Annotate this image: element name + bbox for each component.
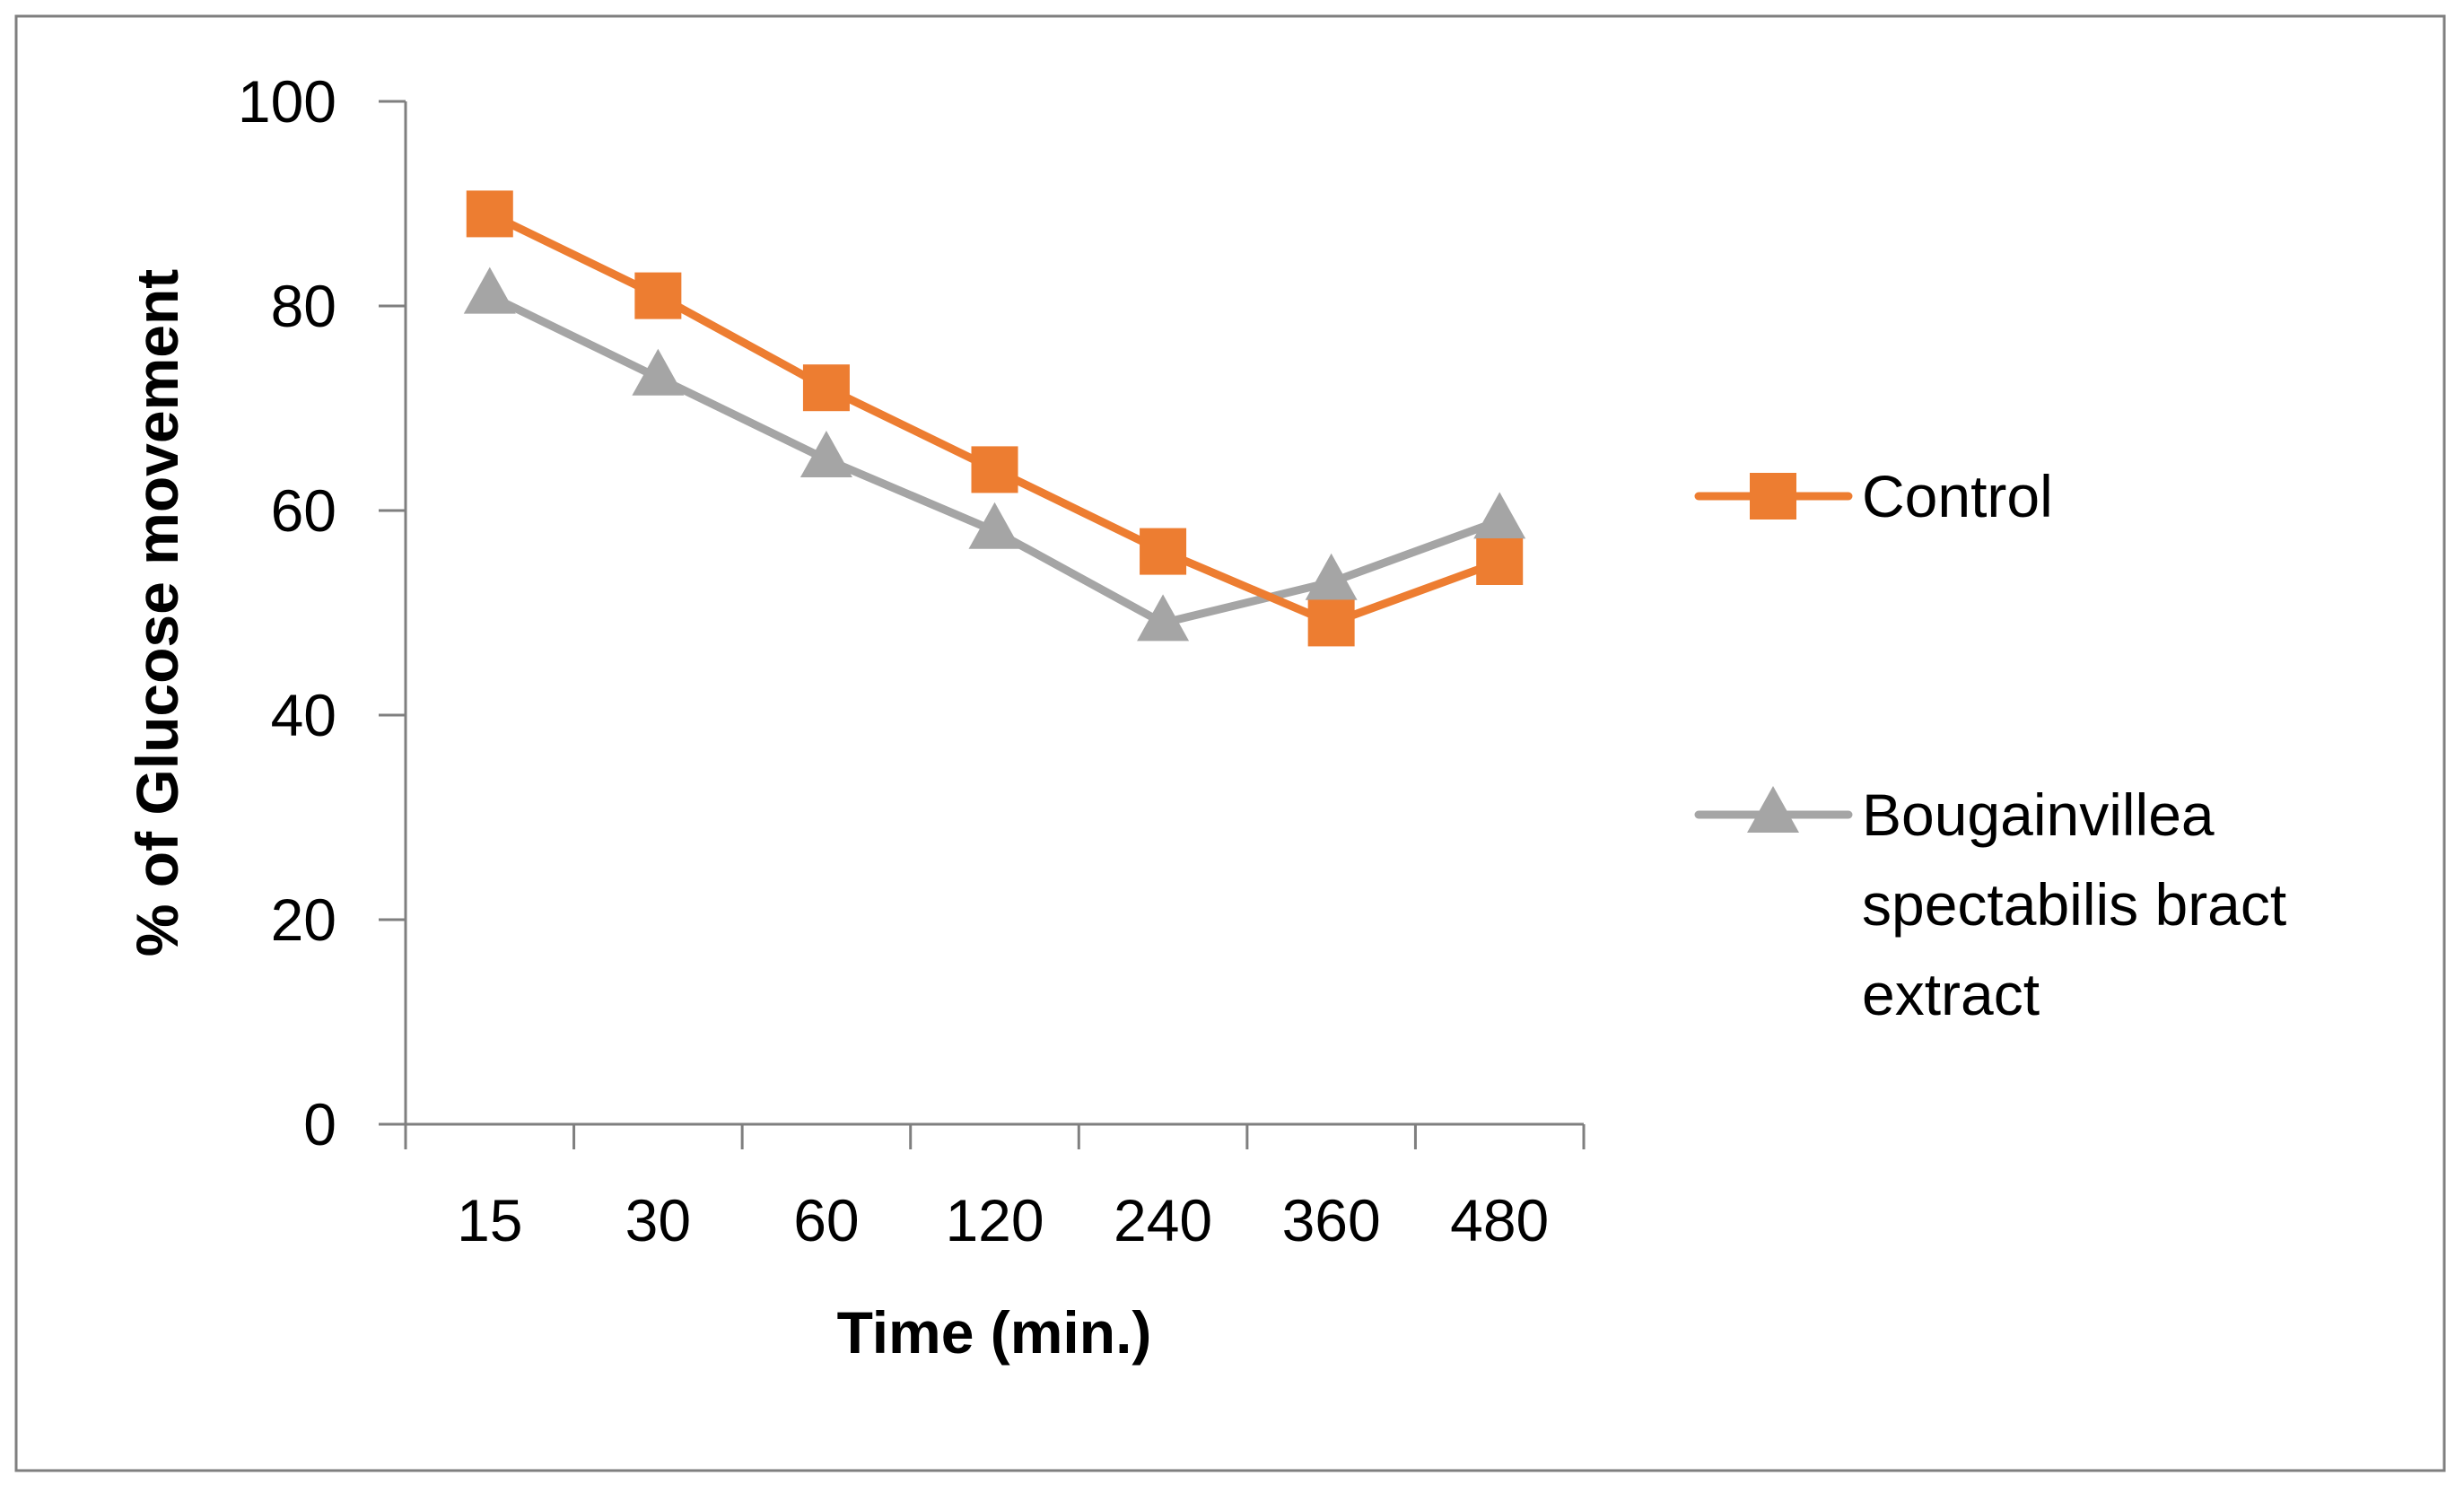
data-point bbox=[971, 446, 1018, 493]
data-point bbox=[1140, 528, 1187, 575]
data-point bbox=[466, 190, 513, 238]
y-tick-label: 80 bbox=[271, 273, 336, 339]
data-point bbox=[1137, 594, 1190, 642]
legend-marker bbox=[1750, 473, 1796, 519]
series-layer bbox=[463, 190, 1526, 647]
x-tick-label: 60 bbox=[793, 1187, 859, 1253]
data-point bbox=[634, 272, 682, 319]
y-ticks: 0 20 40 60 80 100 bbox=[238, 68, 406, 1157]
x-tick-label: 480 bbox=[1450, 1187, 1549, 1253]
x-tick-label: 360 bbox=[1282, 1187, 1381, 1253]
x-ticks: 15 30 60 120 240 360 480 bbox=[404, 1124, 1586, 1253]
y-tick-label: 100 bbox=[238, 68, 336, 135]
data-point bbox=[1473, 492, 1526, 539]
y-tick-label: 60 bbox=[271, 477, 336, 544]
legend-item: Control bbox=[1694, 463, 2053, 529]
data-point bbox=[632, 348, 685, 396]
data-point bbox=[1476, 538, 1524, 585]
axes bbox=[404, 101, 1584, 1126]
data-point bbox=[799, 431, 852, 477]
legend-label: extract bbox=[1862, 961, 2040, 1027]
data-point bbox=[463, 266, 516, 314]
legend: Control Bougainvillea spectabilis bract ext… bbox=[1694, 463, 2286, 1027]
legend-label: spectabilis bract bbox=[1862, 871, 2286, 938]
series-extract bbox=[463, 266, 1526, 642]
chart-border bbox=[14, 14, 2446, 1472]
legend-label: Bougainvillea bbox=[1862, 781, 2215, 848]
y-tick-label: 0 bbox=[303, 1091, 336, 1157]
data-point bbox=[802, 364, 850, 412]
data-point bbox=[968, 502, 1021, 549]
x-tick-label: 120 bbox=[945, 1187, 1044, 1253]
x-tick-label: 30 bbox=[625, 1187, 691, 1253]
y-axis-title: % of Glucose movement bbox=[124, 269, 190, 957]
legend-item: Bougainvillea spectabilis bract extract bbox=[1694, 781, 2286, 1027]
y-tick-label: 20 bbox=[271, 886, 336, 953]
y-tick-label: 40 bbox=[271, 682, 336, 748]
x-axis-title: Time (min.) bbox=[837, 1299, 1152, 1366]
x-tick-label: 240 bbox=[1114, 1187, 1212, 1253]
series-control bbox=[466, 190, 1524, 647]
data-point bbox=[1305, 553, 1358, 600]
legend-marker bbox=[1747, 786, 1799, 833]
data-point bbox=[1307, 599, 1355, 647]
legend-label: Control bbox=[1862, 463, 2053, 529]
x-tick-label: 15 bbox=[457, 1187, 522, 1253]
